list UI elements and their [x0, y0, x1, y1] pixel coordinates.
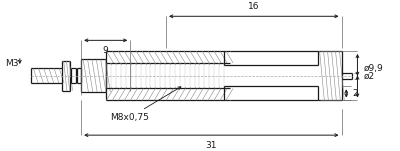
- Text: M8x0,75: M8x0,75: [110, 87, 181, 122]
- Text: ø9,9: ø9,9: [364, 64, 383, 73]
- Text: ø2: ø2: [364, 72, 374, 81]
- Text: M3: M3: [6, 59, 19, 68]
- Text: 31: 31: [206, 141, 217, 150]
- Text: 16: 16: [248, 2, 260, 11]
- Text: 2: 2: [353, 89, 358, 98]
- Text: 9: 9: [103, 46, 109, 55]
